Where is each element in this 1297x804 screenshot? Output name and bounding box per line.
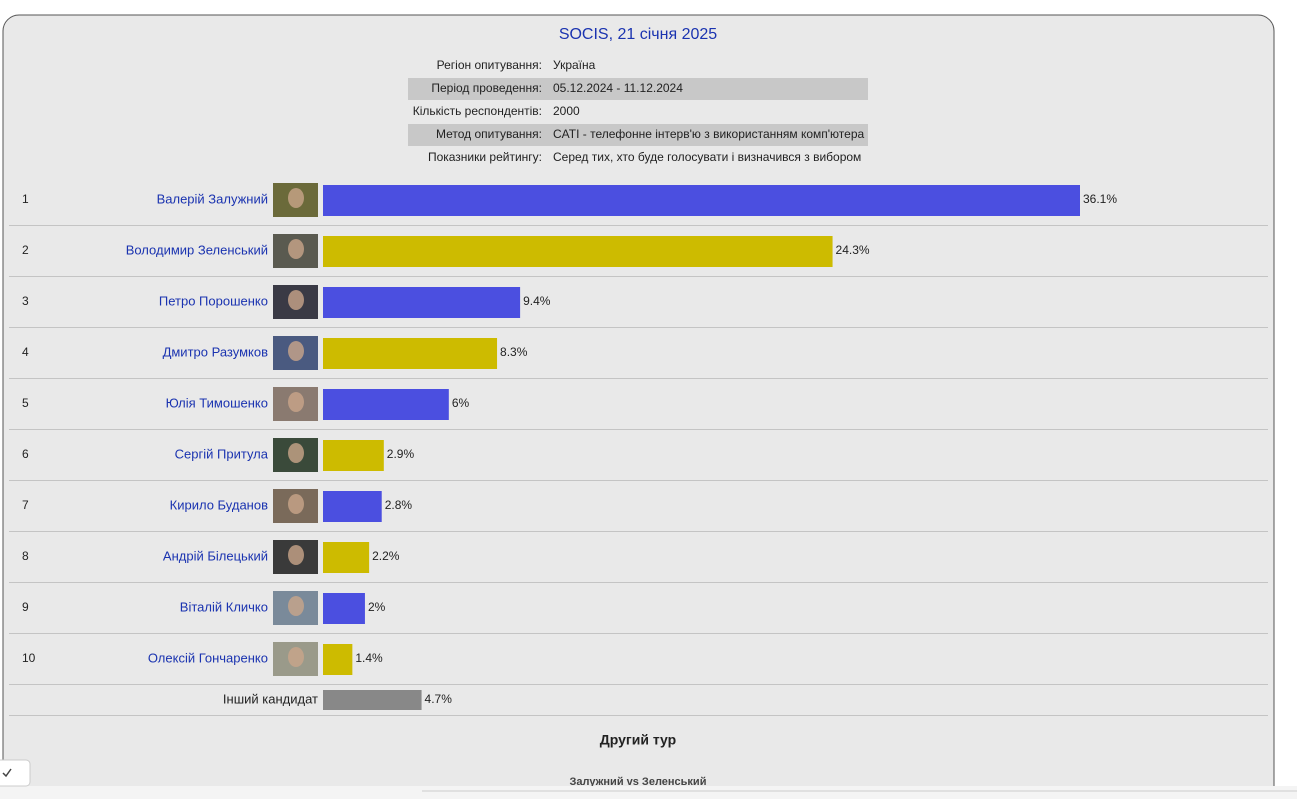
info-value: 2000 xyxy=(553,104,580,118)
value-label: 24.3% xyxy=(836,243,870,257)
info-row-bg xyxy=(408,78,868,100)
rank: 2 xyxy=(22,243,29,257)
candidate-name[interactable]: Кирило Буданов xyxy=(170,497,268,512)
photo-face xyxy=(288,596,304,616)
photo-face xyxy=(288,392,304,412)
info-label: Регіон опитування: xyxy=(437,58,542,72)
value-label: 2.9% xyxy=(387,447,415,461)
bar xyxy=(323,287,521,318)
rank: 4 xyxy=(22,345,29,359)
value-label: 6% xyxy=(452,396,470,410)
bar xyxy=(323,440,384,471)
photo-face xyxy=(288,290,304,310)
rank: 9 xyxy=(22,600,29,614)
info-value: CATI - телефонне інтерв'ю з використання… xyxy=(553,127,864,141)
info-value: 05.12.2024 - 11.12.2024 xyxy=(553,81,683,95)
rank: 6 xyxy=(22,447,29,461)
rank: 10 xyxy=(22,651,36,665)
bar xyxy=(323,491,382,522)
rank: 8 xyxy=(22,549,29,563)
value-label: 2.2% xyxy=(372,549,400,563)
rank: 7 xyxy=(22,498,29,512)
photo-face xyxy=(288,188,304,208)
candidate-name[interactable]: Петро Порошенко xyxy=(159,293,268,308)
info-label: Показники рейтингу: xyxy=(428,150,542,164)
candidate-name[interactable]: Сергій Притула xyxy=(175,446,269,461)
photo-face xyxy=(288,443,304,463)
bar xyxy=(323,389,449,420)
bar xyxy=(323,338,498,369)
bar xyxy=(323,644,353,675)
value-label: 36.1% xyxy=(1083,192,1117,206)
value-label: 4.7% xyxy=(425,692,453,706)
bar xyxy=(323,593,365,624)
browser-bar xyxy=(0,786,1297,799)
value-label: 8.3% xyxy=(500,345,528,359)
photo-face xyxy=(288,545,304,565)
info-value: Серед тих, хто буде голосувати і визначи… xyxy=(553,150,861,164)
second-round-subtitle: Залужний vs Зеленський xyxy=(570,776,707,788)
check-icon xyxy=(2,768,12,778)
bar xyxy=(323,185,1080,216)
title: SOCIS, 21 січня 2025 xyxy=(559,26,717,43)
bar xyxy=(323,542,370,573)
info-label: Період проведення: xyxy=(431,81,542,95)
rank: 1 xyxy=(22,192,29,206)
photo-face xyxy=(288,341,304,361)
candidate-name[interactable]: Андрій Білецький xyxy=(163,548,268,563)
other-name: Інший кандидат xyxy=(223,691,318,706)
second-round-title: Другий тур xyxy=(600,732,676,748)
value-label: 2% xyxy=(368,600,386,614)
value-label: 9.4% xyxy=(523,294,551,308)
photo-face xyxy=(288,239,304,259)
candidate-name[interactable]: Валерій Залужний xyxy=(157,191,268,206)
candidate-name[interactable]: Дмитро Разумков xyxy=(163,344,269,359)
info-row-bg xyxy=(408,124,868,146)
photo-face xyxy=(288,494,304,514)
value-label: 2.8% xyxy=(385,498,413,512)
content: Регіон опитування: Україна Період проведен… xyxy=(9,58,1268,716)
info-label: Метод опитування: xyxy=(436,127,542,141)
candidate-name[interactable]: Віталій Кличко xyxy=(180,599,268,614)
bar xyxy=(323,690,422,710)
photo-face xyxy=(288,647,304,667)
info-label: Кількість респондентів: xyxy=(413,104,542,118)
check-button[interactable] xyxy=(0,759,31,787)
rank: 5 xyxy=(22,396,29,410)
info-value: Україна xyxy=(553,58,596,72)
bar xyxy=(323,236,833,267)
rank: 3 xyxy=(22,294,29,308)
value-label: 1.4% xyxy=(355,651,383,665)
candidate-name[interactable]: Юлія Тимошенко xyxy=(166,395,268,410)
candidate-name[interactable]: Олексій Гончаренко xyxy=(148,650,268,665)
candidate-name[interactable]: Володимир Зеленський xyxy=(126,242,268,257)
